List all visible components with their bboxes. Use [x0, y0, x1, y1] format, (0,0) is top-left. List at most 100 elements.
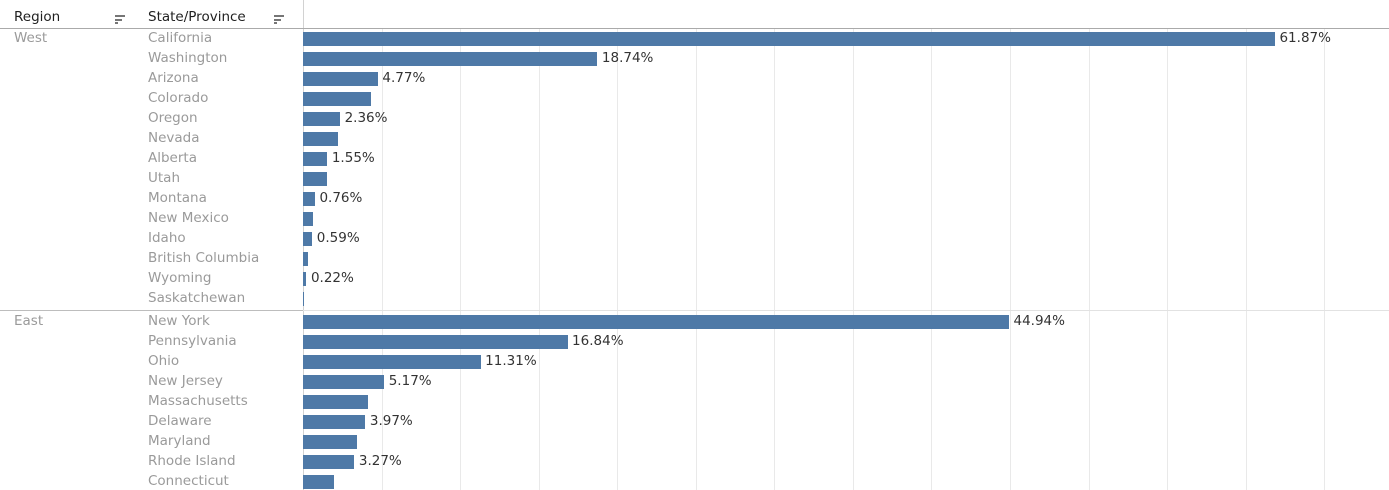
state-label[interactable]: Colorado — [148, 90, 209, 106]
column-headers: Region State/Province — [0, 0, 1389, 28]
bar[interactable] — [303, 92, 372, 106]
state-label[interactable]: Idaho — [148, 230, 186, 246]
bar[interactable] — [303, 52, 598, 66]
region-label[interactable]: East — [14, 313, 44, 329]
bar-value-label: 16.84% — [572, 333, 624, 349]
bar[interactable] — [303, 435, 358, 449]
region-label[interactable]: West — [14, 30, 48, 46]
table-row: Rhode Island 3.27% — [0, 451, 1389, 471]
bar-value-label: 4.77% — [382, 70, 426, 86]
state-label[interactable]: Oregon — [148, 110, 198, 126]
region-column-header[interactable]: Region — [14, 9, 61, 25]
state-label[interactable]: Delaware — [148, 413, 212, 429]
bar[interactable] — [303, 172, 327, 186]
bar[interactable] — [303, 355, 481, 369]
state-label[interactable]: Arizona — [148, 70, 199, 86]
state-label[interactable]: Massachusetts — [148, 393, 248, 409]
table-row: Nevada — [0, 128, 1389, 148]
table-row: British Columbia — [0, 248, 1389, 268]
gridline — [1245, 29, 1247, 490]
bar[interactable] — [303, 152, 328, 166]
bar[interactable] — [303, 72, 378, 86]
bar-value-label: 5.17% — [388, 373, 432, 389]
bar-value-label: 0.59% — [316, 230, 360, 246]
table-row: Pennsylvania 16.84% — [0, 331, 1389, 351]
gridline — [617, 29, 619, 490]
table-row: New Jersey 5.17% — [0, 371, 1389, 391]
state-label[interactable]: New Mexico — [148, 210, 229, 226]
bar[interactable] — [303, 335, 568, 349]
bar-value-label: 0.22% — [310, 270, 354, 286]
state-label[interactable]: Alberta — [148, 150, 197, 166]
bar[interactable] — [303, 272, 307, 286]
gridline — [1324, 29, 1326, 490]
table-row: Maryland — [0, 431, 1389, 451]
state-label[interactable]: Washington — [148, 50, 228, 66]
table-row: Wyoming 0.22% — [0, 268, 1389, 288]
gridline — [381, 29, 383, 490]
state-label[interactable]: Montana — [148, 190, 207, 206]
state-province-column-header[interactable]: State/Province — [148, 9, 246, 25]
gridline — [1009, 29, 1011, 490]
state-label[interactable]: Nevada — [148, 130, 200, 146]
state-label[interactable]: Saskatchewan — [148, 290, 246, 306]
bar-value-label: 0.76% — [319, 190, 363, 206]
bar[interactable] — [303, 192, 315, 206]
state-label[interactable]: Wyoming — [148, 270, 212, 286]
bar-value-label: 2.36% — [344, 110, 388, 126]
bar-value-label: 44.94% — [1013, 313, 1065, 329]
bar[interactable] — [303, 375, 385, 389]
table-row: Oregon 2.36% — [0, 108, 1389, 128]
table-row: Utah — [0, 168, 1389, 188]
table-row: Ohio 11.31% — [0, 351, 1389, 371]
state-label[interactable]: Ohio — [148, 353, 180, 369]
table-row: Saskatchewan — [0, 288, 1389, 308]
bar-value-label: 3.27% — [358, 453, 402, 469]
bar[interactable] — [303, 252, 309, 266]
gridline — [1167, 29, 1169, 490]
region-section-divider — [0, 310, 303, 311]
state-label[interactable]: California — [148, 30, 213, 46]
table-row: Alberta 1.55% — [0, 148, 1389, 168]
bar[interactable] — [303, 475, 334, 489]
bar[interactable] — [303, 315, 1009, 329]
table-row: Washington 18.74% — [0, 48, 1389, 68]
bar-value-label: 1.55% — [331, 150, 375, 166]
bar[interactable] — [303, 455, 355, 469]
state-label[interactable]: Rhode Island — [148, 453, 236, 469]
bar[interactable] — [303, 415, 366, 429]
bar-value-label: 18.74% — [601, 50, 654, 66]
state-label[interactable]: Maryland — [148, 433, 211, 449]
table-row: East New York 44.94% — [0, 311, 1389, 331]
bar[interactable] — [303, 112, 341, 126]
sort-descending-icon[interactable] — [274, 15, 285, 24]
table-row: Colorado — [0, 88, 1389, 108]
state-label[interactable]: British Columbia — [148, 250, 260, 266]
gridline — [460, 29, 462, 490]
bar-value-label: 3.97% — [369, 413, 413, 429]
table-row: Delaware 3.97% — [0, 411, 1389, 431]
state-label[interactable]: Utah — [148, 170, 181, 186]
bar[interactable] — [303, 232, 313, 246]
table-row: Montana 0.76% — [0, 188, 1389, 208]
sort-descending-icon[interactable] — [115, 15, 126, 24]
state-label[interactable]: New York — [148, 313, 210, 329]
bar[interactable] — [303, 395, 369, 409]
gridline — [774, 29, 776, 490]
state-label[interactable]: Pennsylvania — [148, 333, 237, 349]
table-row: West California 61.87% — [0, 28, 1389, 48]
bar[interactable] — [303, 132, 338, 146]
table-row: New Mexico — [0, 208, 1389, 228]
bar[interactable] — [303, 32, 1275, 46]
table-row: Massachusetts — [0, 391, 1389, 411]
header-divider — [0, 28, 1389, 29]
gridline — [931, 29, 933, 490]
state-label[interactable]: Connecticut — [148, 473, 229, 489]
state-label[interactable]: New Jersey — [148, 373, 223, 389]
gridline — [852, 29, 854, 490]
region-section-divider-chart — [303, 310, 1389, 311]
gridline — [538, 29, 540, 490]
gridline — [695, 29, 697, 490]
bar[interactable] — [303, 212, 314, 226]
